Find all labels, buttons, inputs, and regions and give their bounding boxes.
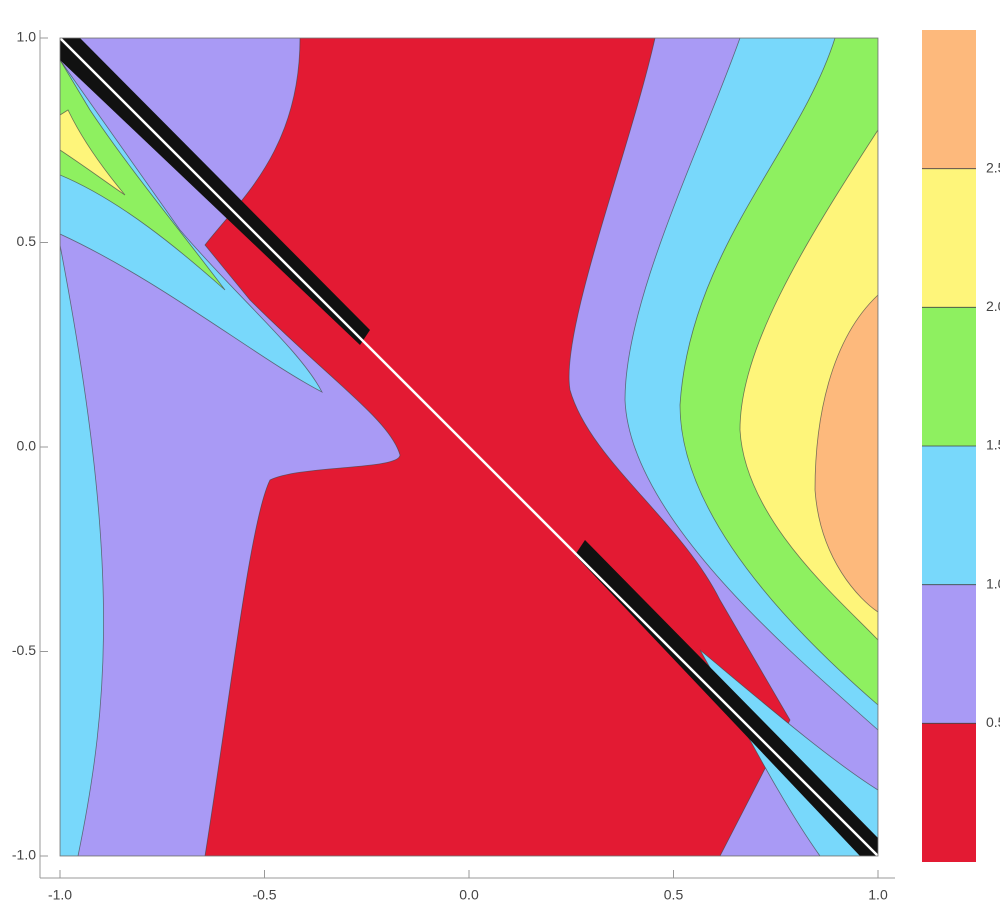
- colorbar-tick-label: 2.0: [986, 298, 1000, 314]
- x-tick-label: -0.5: [252, 887, 276, 903]
- contour-region: [204, 38, 791, 856]
- y-tick-label: 0.5: [17, 233, 37, 249]
- plot-frame: [59, 37, 879, 857]
- contour-region: [60, 59, 323, 393]
- colorbar-band: [922, 723, 976, 862]
- colorbar-band: [922, 168, 976, 308]
- colorbar-tick-label: 1.5: [986, 437, 1000, 453]
- x-tick-label: 1.0: [868, 887, 888, 903]
- colorbar-band: [922, 30, 976, 169]
- contour-region: [60, 60, 104, 856]
- y-tick-label: -0.5: [12, 642, 36, 658]
- x-tick-label: 0.5: [664, 887, 684, 903]
- y-tick-label: -1.0: [12, 847, 36, 863]
- colorbar-band: [922, 307, 976, 446]
- colorbar-tick-label: 0.5: [986, 714, 1000, 730]
- colorbar-tick-label: 1.0: [986, 575, 1000, 591]
- colorbar-tick-label: 2.5: [986, 159, 1000, 175]
- singular-line: [60, 38, 878, 856]
- contour-plot: [60, 38, 878, 856]
- contour-region: [60, 109, 126, 196]
- x-tick-label: 0.0: [459, 887, 479, 903]
- y-tick-label: 0.0: [17, 438, 37, 454]
- contour-region: [60, 59, 226, 291]
- contour-region: [814, 294, 878, 613]
- colorbar-band: [922, 446, 976, 585]
- contour-dense: [575, 540, 878, 856]
- y-tick-label: 1.0: [17, 29, 37, 45]
- x-tick-label: -1.0: [48, 887, 72, 903]
- colorbar-band: [922, 584, 976, 724]
